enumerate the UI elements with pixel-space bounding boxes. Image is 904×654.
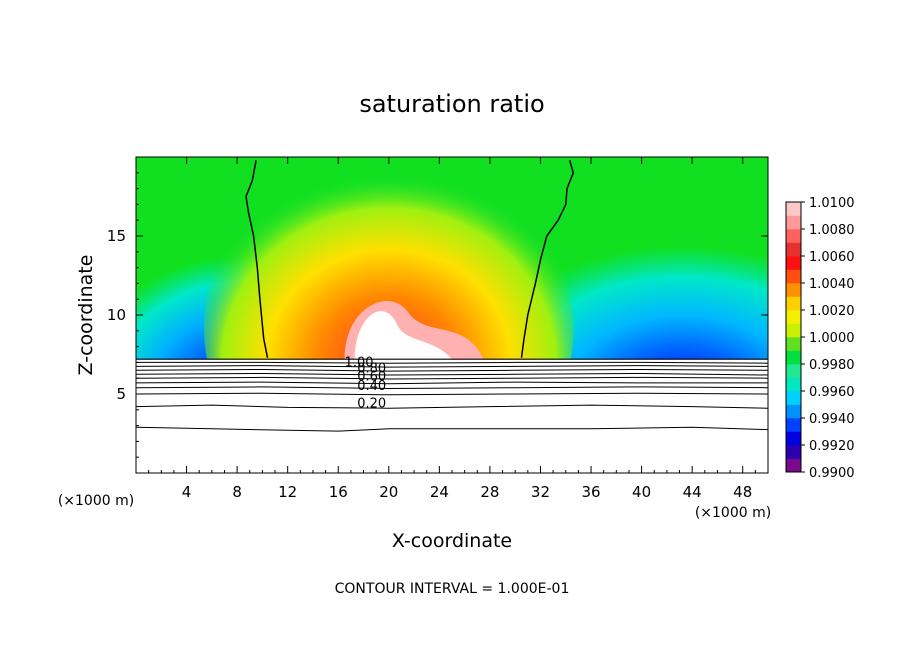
x-tick-label: 4	[182, 483, 192, 501]
contour-label: 0.40	[357, 379, 386, 394]
colorbar-swatch	[786, 391, 801, 405]
heatmap-field	[136, 157, 768, 473]
contour-label: 1.00	[345, 355, 374, 370]
contour-line	[136, 404, 768, 409]
x-tick-label: 36	[581, 483, 600, 501]
contour-interval-note: CONTOUR INTERVAL = 1.000E-01	[335, 581, 570, 597]
colorbar-swatch	[786, 296, 801, 311]
colorbar-swatch	[786, 404, 801, 419]
contour-line	[136, 386, 768, 390]
contour-line	[136, 426, 768, 432]
colorbar-swatch	[786, 350, 801, 365]
contour-line	[136, 392, 768, 396]
colorbar-swatch	[786, 310, 801, 324]
colorbar-tick-label: 1.0040	[809, 277, 855, 292]
x-tick-label: 20	[379, 483, 398, 501]
contour-line	[136, 368, 768, 372]
x-tick-label: 8	[232, 483, 242, 501]
x-tick-label: 16	[329, 483, 348, 501]
colorbar-swatch	[786, 323, 801, 338]
colorbar-tick-label: 1.0060	[809, 250, 855, 265]
colorbar-swatch	[786, 364, 801, 378]
colorbar-swatch	[786, 337, 801, 351]
x-tick-label: 48	[733, 483, 752, 501]
x-tick-label: 44	[683, 483, 702, 501]
y-axis-label: Z-coordinate	[75, 255, 97, 376]
colorbar-tick-label: 1.0100	[809, 196, 855, 211]
contour-line	[136, 365, 768, 368]
y-tick-label: 10	[107, 306, 126, 324]
colorbar-tick-label: 1.0080	[809, 223, 855, 238]
contour-line	[136, 376, 768, 380]
x-tick-label: 12	[278, 483, 297, 501]
contour-line	[136, 361, 768, 364]
x-axis-label: X-coordinate	[392, 530, 512, 552]
colorbar-swatch	[786, 215, 801, 230]
colorbar-tick-label: 0.9960	[809, 385, 855, 400]
contour-line-unity-right	[520, 159, 575, 358]
colorbar-tick-label: 0.9900	[809, 466, 855, 481]
contour-label: 0.80	[357, 362, 386, 377]
colorbar-swatch	[786, 418, 801, 432]
off-scale-high-zone	[354, 311, 452, 360]
chart-title: saturation ratio	[359, 90, 544, 118]
contour-label: 0.60	[357, 370, 386, 385]
colorbar-swatch	[786, 269, 801, 284]
colorbar-swatch	[786, 202, 801, 216]
colorbar-swatch	[786, 229, 801, 243]
contour-line	[136, 381, 768, 385]
below-cloud-base	[136, 359, 768, 473]
contour-labels: 1.000.800.600.40 0.20	[345, 355, 387, 411]
contour-lines	[136, 159, 768, 432]
x-tick-label: 32	[531, 483, 550, 501]
x-tick-label: 40	[632, 483, 651, 501]
y-tick-label: 15	[107, 227, 126, 245]
colorbar-swatch	[786, 242, 801, 257]
colorbar-swatch	[786, 458, 801, 473]
colorbar-tick-label: 0.9920	[809, 439, 855, 454]
contour-line-unity-left	[245, 160, 269, 358]
colorbar-swatch	[786, 431, 801, 446]
colorbar-swatch	[786, 256, 801, 270]
contour-line	[136, 372, 768, 376]
x-tick-label: 28	[480, 483, 499, 501]
colorbar-swatch	[786, 377, 801, 392]
x-unit-right: (×1000 m)	[695, 505, 771, 521]
colorbar-tick-label: 1.0020	[809, 304, 855, 319]
contour-label: 0.20	[357, 396, 386, 411]
colorbar-tick-label: 0.9940	[809, 412, 855, 427]
y-tick-label: 5	[116, 385, 126, 403]
colorbar-tick-label: 0.9980	[809, 358, 855, 373]
colorbar-swatch	[786, 445, 801, 459]
colorbar-swatch	[786, 283, 801, 297]
colorbar-tick-label: 1.0000	[809, 331, 855, 346]
x-unit-left: (×1000 m)	[58, 493, 134, 509]
x-tick-label: 24	[430, 483, 449, 501]
colorbar: 1.0100 1.0080 1.0060 1.0040 1.0020 1.0000 0.99…	[785, 196, 855, 481]
